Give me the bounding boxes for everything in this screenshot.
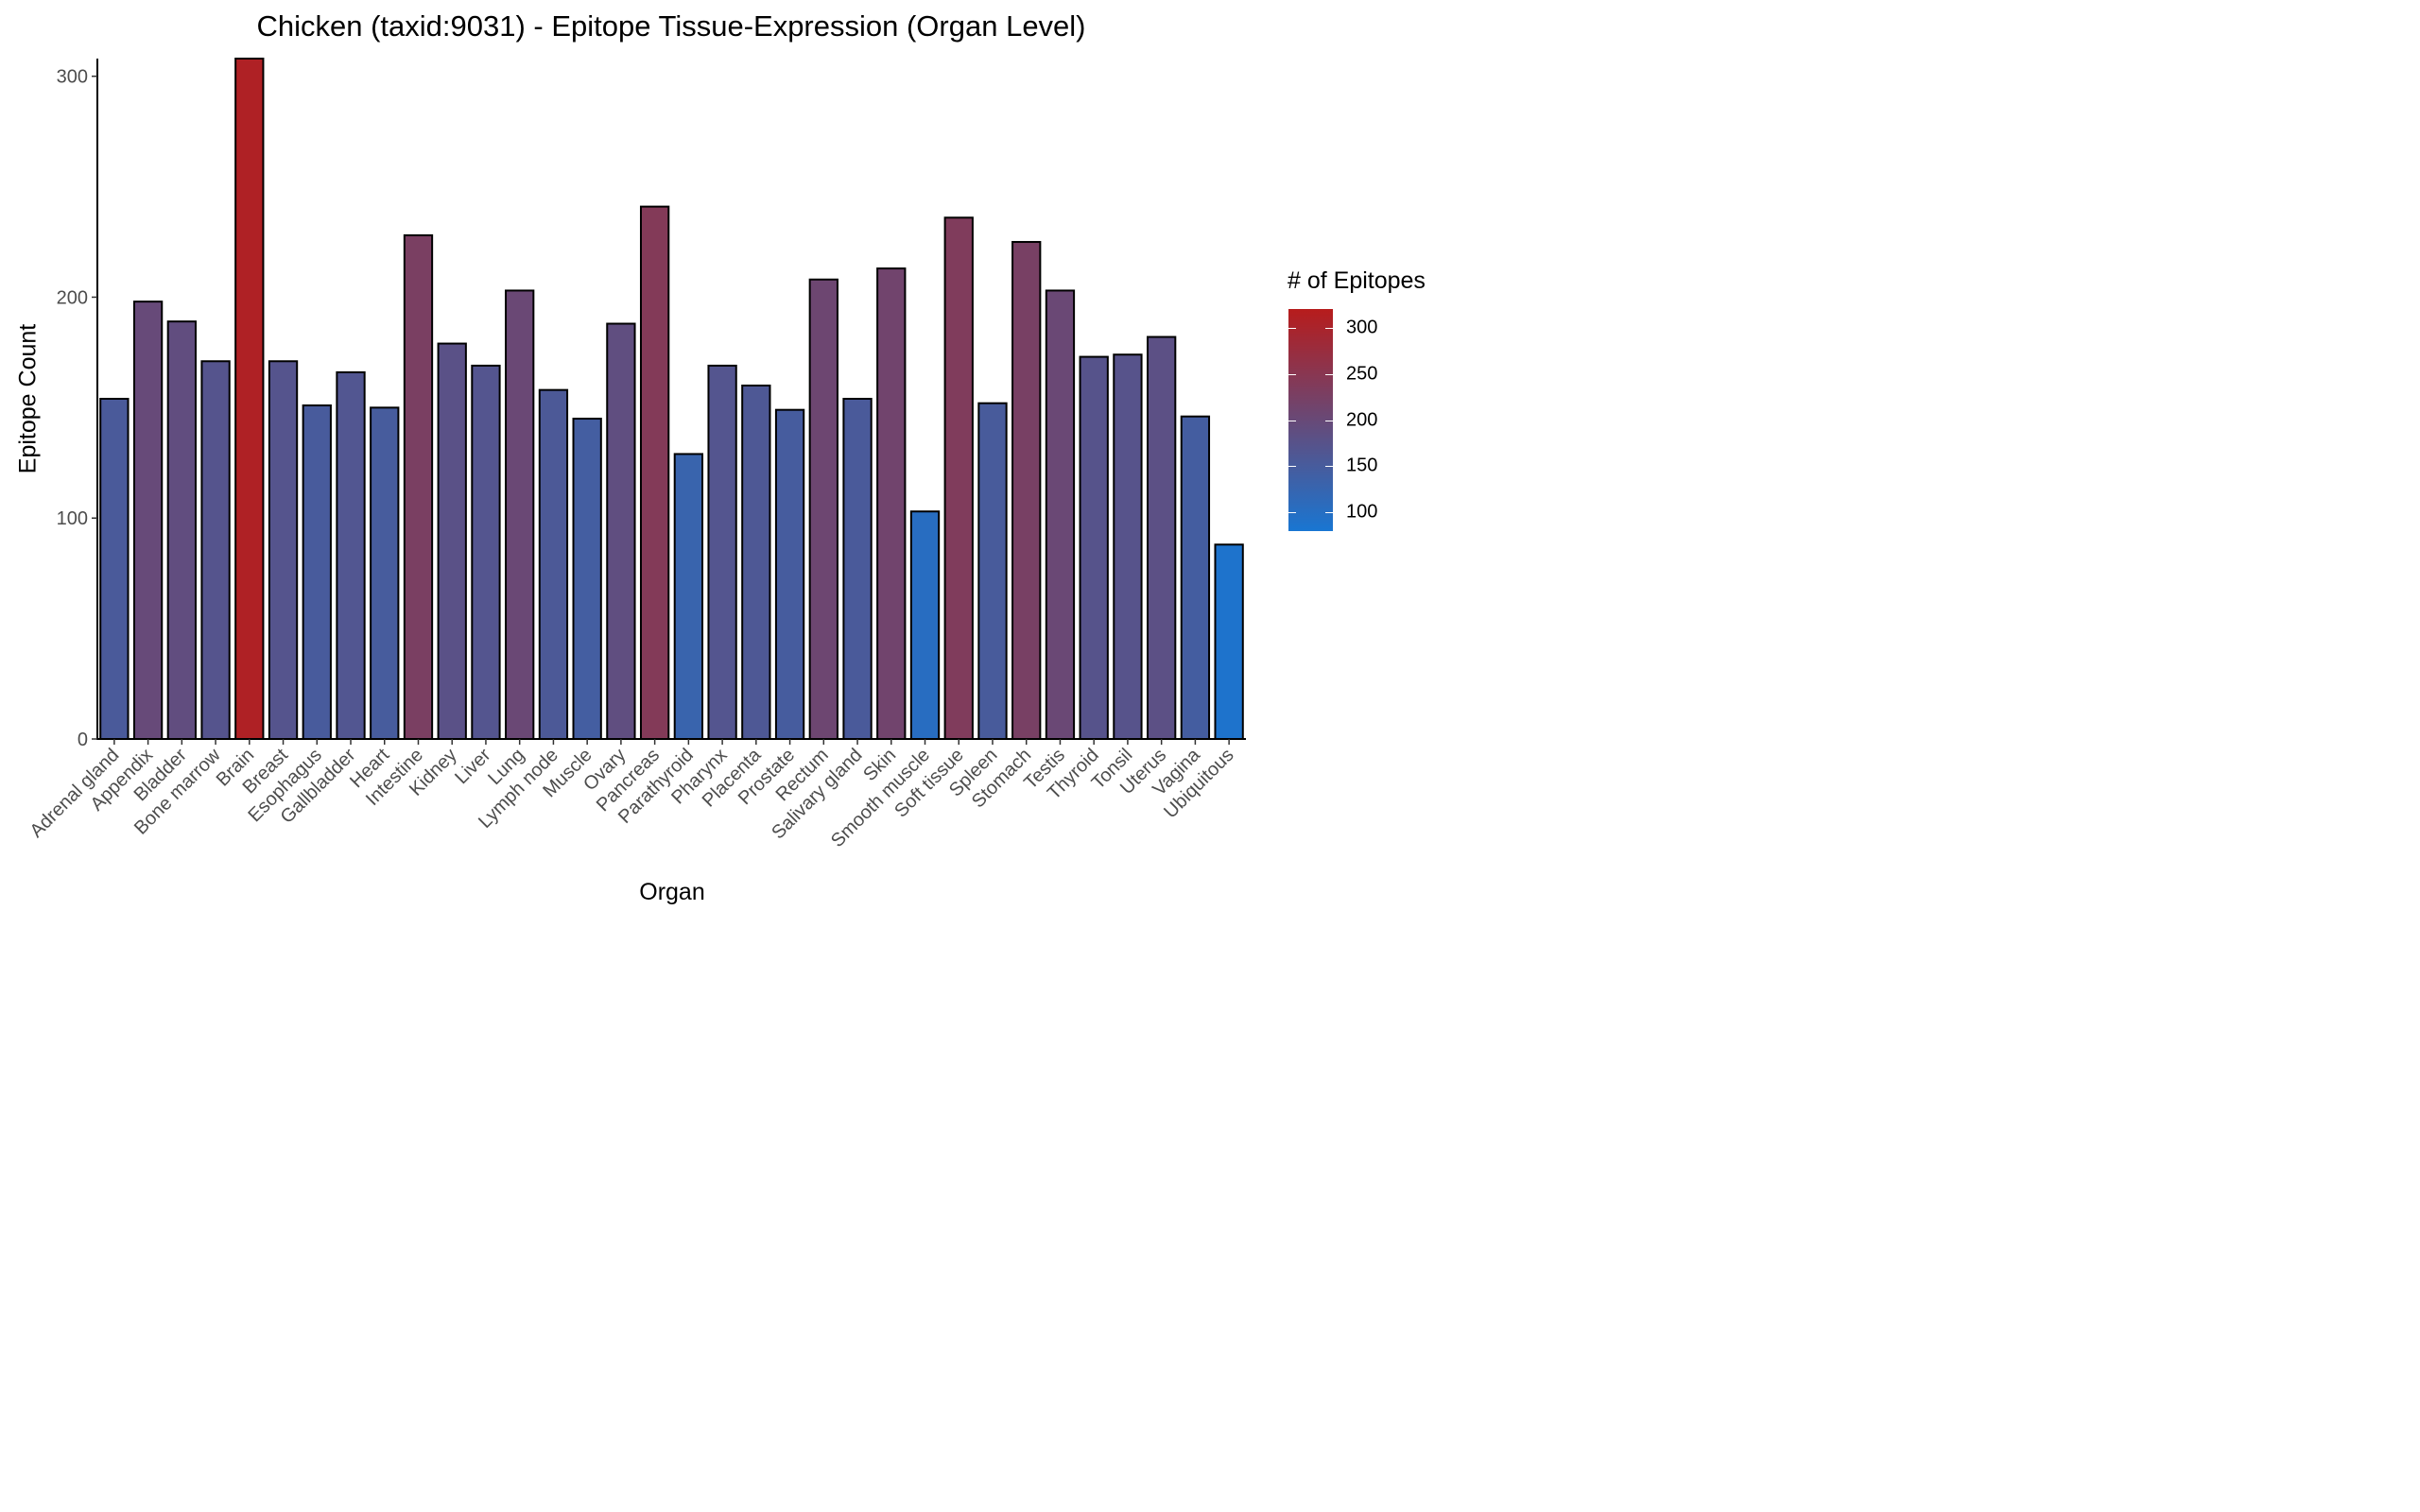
legend-title: # of Epitopes xyxy=(1288,267,1426,294)
bar-bone-marrow xyxy=(200,360,231,740)
legend-label: 300 xyxy=(1346,317,1378,338)
bar-smooth-muscle xyxy=(909,510,941,740)
legend-tick xyxy=(1288,373,1296,375)
bar-kidney xyxy=(437,342,467,740)
bar-pharynx xyxy=(707,364,737,740)
bar-brain xyxy=(234,58,265,740)
bar-appendix xyxy=(132,301,164,740)
bar-testis xyxy=(1045,289,1076,740)
legend-tick xyxy=(1325,512,1333,514)
bar-ovary xyxy=(606,322,636,740)
bar-soft-tissue xyxy=(943,216,974,740)
bar-parathyroid xyxy=(673,453,704,740)
y-tick-label: 100 xyxy=(57,508,88,529)
bar-gallbladder xyxy=(336,370,366,740)
bar-esophagus xyxy=(302,404,332,740)
legend-tick xyxy=(1325,466,1333,468)
legend-tick xyxy=(1325,373,1333,375)
bar-stomach xyxy=(1011,241,1042,740)
bar-prostate xyxy=(774,408,805,740)
bar-uterus xyxy=(1147,335,1177,740)
y-tick-label: 300 xyxy=(57,67,88,88)
bar-spleen xyxy=(977,402,1008,740)
legend-tick xyxy=(1288,327,1296,329)
legend-tick xyxy=(1325,327,1333,329)
legend-label: 100 xyxy=(1346,501,1378,523)
bar-bladder xyxy=(166,320,197,740)
bar-lymph-node xyxy=(538,388,569,740)
bar-lung xyxy=(505,289,535,740)
legend-label: 200 xyxy=(1346,409,1378,430)
bar-thyroid xyxy=(1079,355,1109,740)
bar-adrenal-gland xyxy=(99,398,130,740)
chart-title: Chicken (taxid:9031) - Epitope Tissue-Ex… xyxy=(256,9,1086,43)
x-tick-label: Liver xyxy=(451,745,494,788)
bar-intestine xyxy=(403,234,434,740)
legend-tick xyxy=(1288,512,1296,514)
legend-label: 150 xyxy=(1346,455,1378,476)
y-tick-label: 200 xyxy=(57,287,88,308)
bar-heart xyxy=(370,406,400,740)
bar-placenta xyxy=(741,384,771,740)
bar-tonsil xyxy=(1113,353,1143,740)
bar-liver xyxy=(471,364,501,740)
bar-vagina xyxy=(1180,415,1211,740)
bar-ubiquitous xyxy=(1214,543,1244,740)
y-tick-label: 0 xyxy=(78,730,88,750)
bar-salivary-gland xyxy=(842,398,873,740)
x-axis-label: Organ xyxy=(639,879,705,905)
bar-pancreas xyxy=(639,205,670,741)
bar-rectum xyxy=(808,278,838,740)
legend-label: 250 xyxy=(1346,363,1378,385)
legend-tick xyxy=(1288,466,1296,468)
bar-breast xyxy=(268,360,299,740)
bar-skin xyxy=(876,267,907,740)
bar-muscle xyxy=(572,418,602,740)
